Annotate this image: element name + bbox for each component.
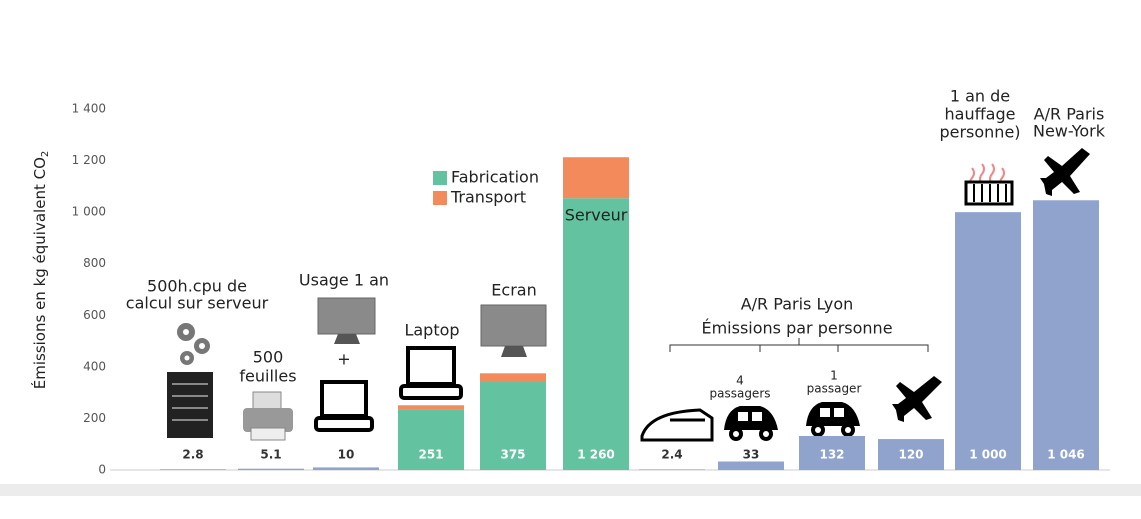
value-label: 5.1	[260, 448, 281, 462]
category-label: 500h.cpu de	[147, 277, 247, 296]
y-tick-label: 200	[83, 411, 106, 425]
bar-segment	[563, 157, 629, 199]
category-label: feuilles	[239, 367, 296, 386]
value-label: 10	[338, 448, 355, 462]
category-label: 1 an de	[950, 87, 1010, 106]
bar	[238, 468, 304, 470]
bar	[639, 469, 705, 470]
bar-segment	[480, 381, 546, 470]
category-label: New-York	[1033, 122, 1106, 141]
y-tick-label: 1 200	[72, 153, 106, 167]
value-label: 1 260	[577, 448, 615, 462]
category-label: calcul sur serveur	[126, 294, 269, 313]
category-label: Ecran	[491, 281, 536, 300]
legend-swatch	[433, 171, 447, 185]
legend-label: Transport	[450, 188, 526, 207]
category-label: personne)	[939, 123, 1020, 142]
category-label: 1	[830, 369, 838, 383]
category-label: 4	[736, 374, 744, 388]
legend-swatch	[433, 191, 447, 205]
bar	[1033, 200, 1099, 470]
bar	[955, 212, 1021, 470]
category-label: Usage 1 an	[299, 271, 389, 290]
bar-segment	[398, 405, 464, 410]
bar	[718, 461, 784, 470]
y-axis-label: Émissions en kg équivalent CO2	[30, 151, 52, 390]
y-tick-label: 400	[83, 359, 106, 373]
value-label: 375	[500, 448, 525, 462]
bar-segment	[398, 409, 464, 470]
category-label: hauffage	[945, 105, 1016, 124]
y-tick-label: 800	[83, 256, 106, 270]
bar-segment	[563, 198, 629, 470]
value-label: 33	[743, 448, 760, 462]
category-label: passager	[807, 382, 862, 396]
icons	[167, 148, 1090, 442]
bar	[313, 467, 379, 470]
annotation: Émissions par personne	[701, 319, 892, 338]
value-label: 132	[819, 448, 844, 462]
bottom-band	[0, 484, 1141, 496]
bar	[878, 439, 944, 470]
legend-label: Fabrication	[451, 168, 539, 187]
bar	[799, 435, 865, 470]
category-label: 500	[253, 348, 284, 367]
value-label: 2.4	[661, 448, 682, 462]
annotation: A/R Paris Lyon	[741, 295, 854, 314]
value-label: 1 046	[1047, 448, 1085, 462]
value-label: 1 000	[969, 448, 1007, 462]
y-tick-label: 600	[83, 308, 106, 322]
category-label: Serveur	[565, 206, 628, 225]
category-label: A/R Paris	[1034, 105, 1105, 124]
y-tick-label: 0	[98, 463, 106, 477]
bar	[160, 469, 226, 470]
value-label: 251	[418, 448, 443, 462]
y-tick-label: 1 400	[72, 102, 106, 116]
value-label: 2.8	[182, 448, 203, 462]
category-label: passagers	[709, 387, 770, 401]
category-label: Laptop	[404, 321, 459, 340]
value-label: 120	[898, 448, 923, 462]
y-tick-label: 1 000	[72, 205, 106, 219]
bar-segment	[480, 373, 546, 382]
plus-sign: +	[337, 350, 350, 369]
